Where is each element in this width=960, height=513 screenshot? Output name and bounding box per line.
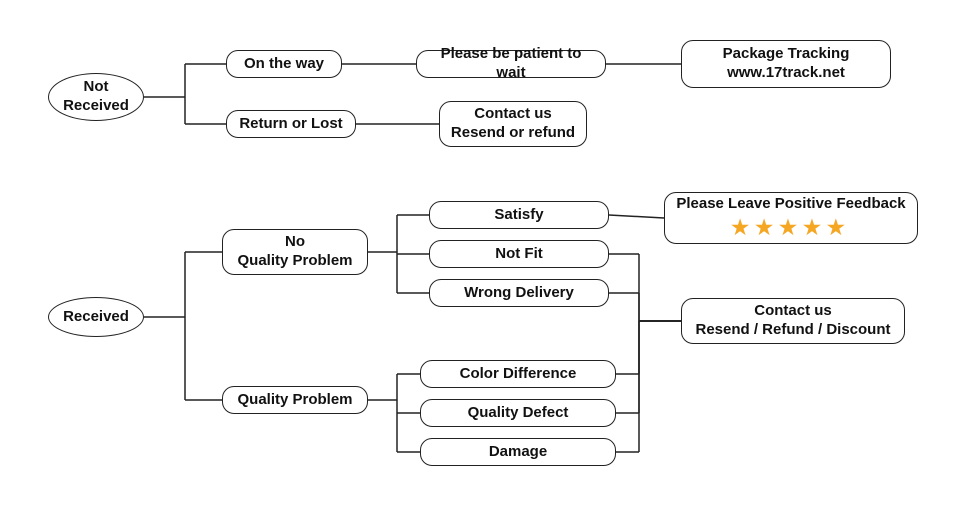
- node-tracking-line: www.17track.net: [727, 64, 845, 83]
- node-not_received-line: Not: [84, 78, 109, 97]
- node-received: Received: [48, 297, 144, 337]
- node-on_the_way: On the way: [226, 50, 342, 78]
- node-not_fit: Not Fit: [429, 240, 609, 268]
- node-contact_resend_refund: Contact usResend or refund: [439, 101, 587, 147]
- node-tracking: Package Trackingwww.17track.net: [681, 40, 891, 88]
- node-contact_resend_refund-line: Resend or refund: [451, 124, 575, 143]
- node-received-line: Received: [63, 308, 129, 327]
- node-no_quality: NoQuality Problem: [222, 229, 368, 275]
- node-quality_problem-line: Quality Problem: [237, 391, 352, 410]
- node-satisfy: Satisfy: [429, 201, 609, 229]
- node-damage: Damage: [420, 438, 616, 466]
- node-patient: Please be patient to wait: [416, 50, 606, 78]
- node-contact_resend_refund_discount: Contact usResend / Refund / Discount: [681, 298, 905, 344]
- node-feedback-line: Please Leave Positive Feedback: [676, 195, 905, 214]
- node-tracking-line: Package Tracking: [723, 45, 850, 64]
- node-quality_defect-line: Quality Defect: [468, 404, 569, 423]
- node-damage-line: Damage: [489, 443, 547, 462]
- node-not_received-line: Received: [63, 97, 129, 116]
- node-wrong_delivery: Wrong Delivery: [429, 279, 609, 307]
- node-contact_resend_refund-line: Contact us: [474, 105, 552, 124]
- node-feedback: Please Leave Positive Feedback ★★★★★: [664, 192, 918, 244]
- node-contact_resend_refund_discount-line: Contact us: [754, 302, 832, 321]
- node-return_lost: Return or Lost: [226, 110, 356, 138]
- node-satisfy-line: Satisfy: [494, 206, 543, 225]
- node-color_diff-line: Color Difference: [460, 365, 577, 384]
- node-no_quality-line: No: [285, 233, 305, 252]
- node-no_quality-line: Quality Problem: [237, 252, 352, 271]
- node-on_the_way-line: On the way: [244, 55, 324, 74]
- node-patient-line: Please be patient to wait: [425, 45, 597, 83]
- star-rating-icon: ★★★★★: [731, 216, 851, 241]
- node-color_diff: Color Difference: [420, 360, 616, 388]
- node-quality_defect: Quality Defect: [420, 399, 616, 427]
- flowchart-canvas: NotReceivedOn the wayPlease be patient t…: [0, 0, 960, 513]
- node-return_lost-line: Return or Lost: [239, 115, 342, 134]
- node-contact_resend_refund_discount-line: Resend / Refund / Discount: [695, 321, 890, 340]
- node-wrong_delivery-line: Wrong Delivery: [464, 284, 574, 303]
- node-quality_problem: Quality Problem: [222, 386, 368, 414]
- node-not_received: NotReceived: [48, 73, 144, 121]
- node-not_fit-line: Not Fit: [495, 245, 542, 264]
